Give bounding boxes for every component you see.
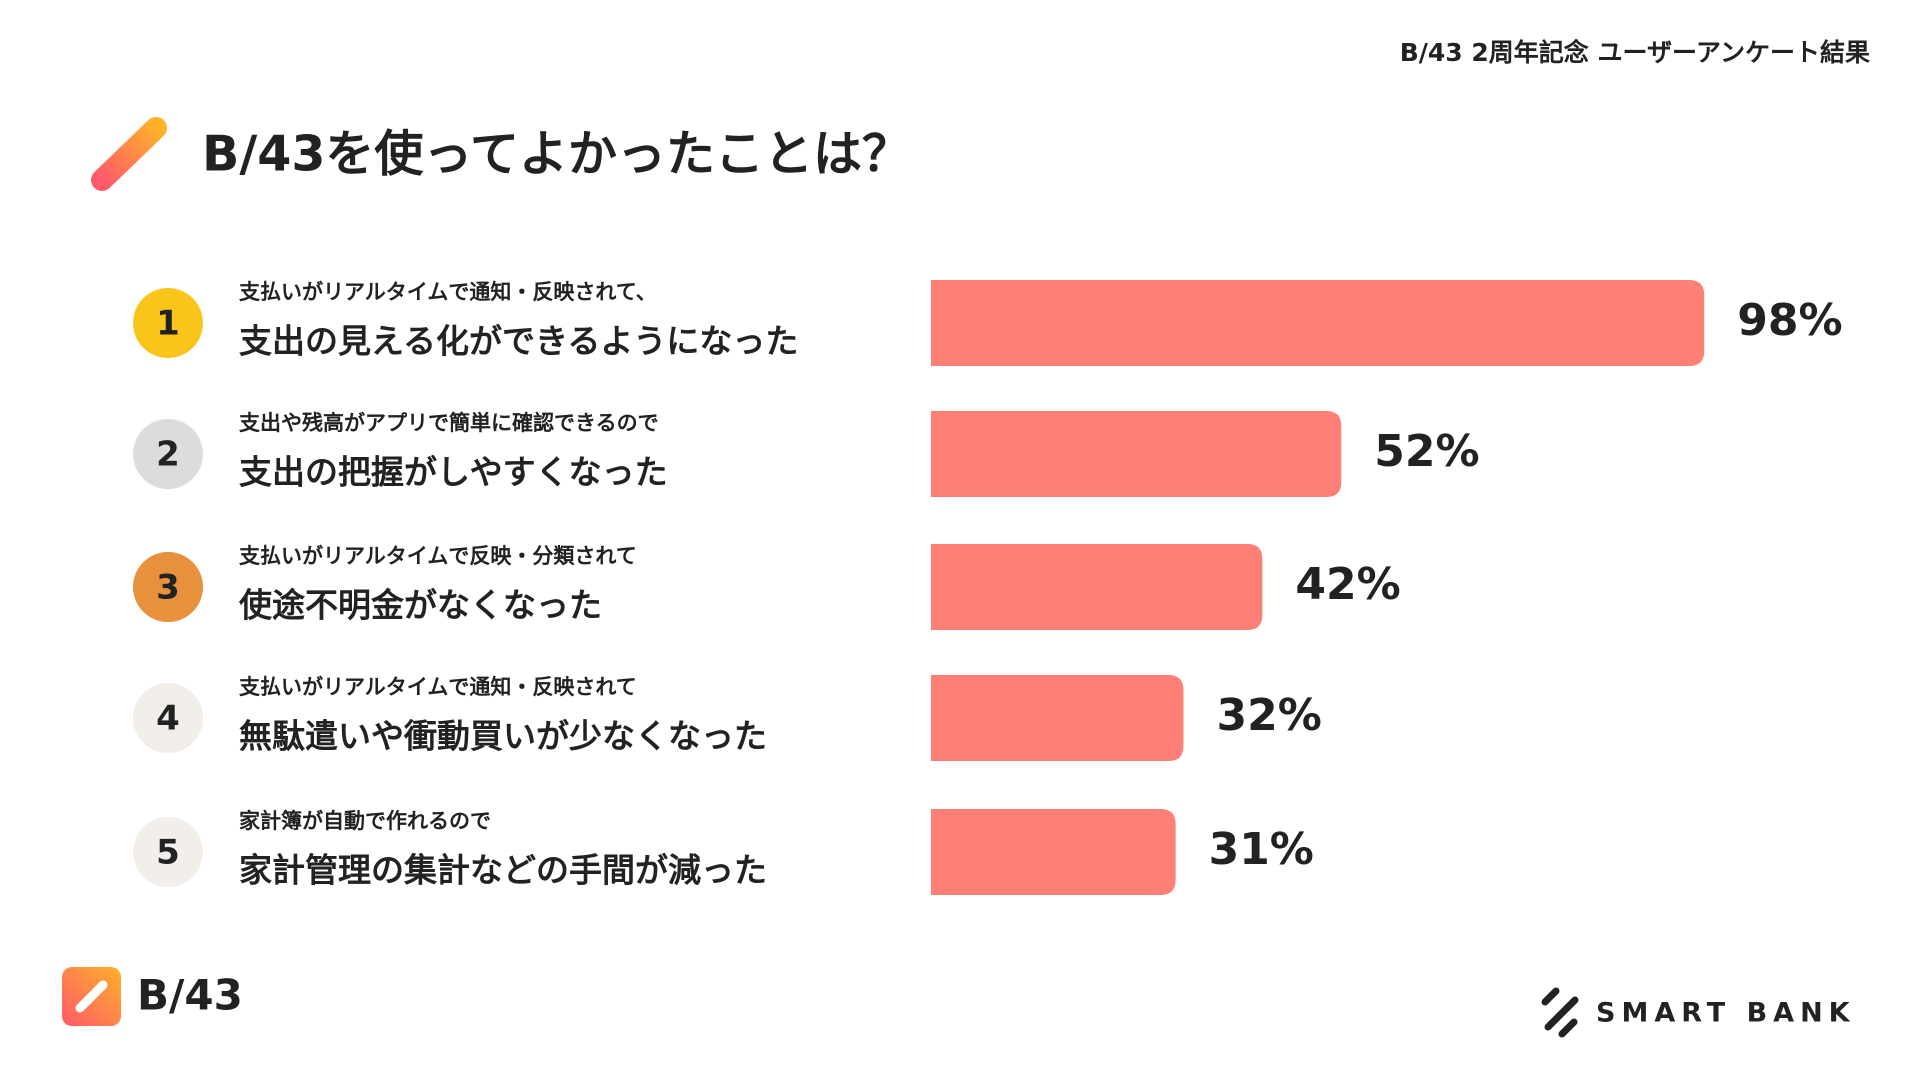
- chart-title: B/43を使ってよかったことは？: [202, 126, 911, 183]
- rank-badge: [133, 817, 203, 887]
- note: 支払いがリアルタイムで反映・分類されて: [239, 544, 637, 568]
- rank: 4: [156, 699, 180, 739]
- value-label: 52%: [1374, 426, 1479, 477]
- category-label: 家計管理の集計などの手間が減った: [239, 851, 767, 890]
- company-icon: [1541, 987, 1579, 1038]
- rank: 3: [156, 568, 180, 608]
- note: 支出や残高がアプリで簡単に確認できるので: [239, 411, 659, 435]
- rank: 1: [156, 304, 180, 344]
- logo-text: B/43: [137, 971, 243, 1020]
- note: 支払いがリアルタイムで通知・反映されて: [239, 675, 637, 699]
- note: 家計簿が自動で作れるので: [239, 809, 491, 833]
- chart: 1 支払いがリアルタイムで通知・反映されて、支出の見える化ができるようになった 98…: [133, 280, 1843, 895]
- bar: [931, 544, 1263, 630]
- rank-badge: [133, 683, 203, 753]
- value-label: 31%: [1209, 824, 1314, 875]
- value-label: 42%: [1295, 559, 1400, 610]
- bar: [931, 280, 1705, 366]
- logo-slash: [75, 980, 108, 1013]
- category-label: 無駄遣いや衝動買いが少なくなった: [239, 717, 767, 756]
- note: 支払いがリアルタイムで通知・反映されて、: [239, 280, 657, 304]
- company-name: SMART BANK: [1596, 998, 1856, 1029]
- bar: [931, 809, 1176, 895]
- category-label: 支出の把握がしやすくなった: [239, 453, 668, 492]
- rank-badge: [133, 288, 203, 358]
- value-label: 98%: [1737, 295, 1842, 346]
- value-label: 32%: [1216, 690, 1321, 741]
- rank-badge: [133, 552, 203, 622]
- category-label: 使途不明金がなくなった: [239, 586, 602, 625]
- rank: 2: [156, 435, 180, 475]
- rank: 5: [156, 833, 180, 873]
- bar: [931, 675, 1184, 761]
- header: B/43 2周年記念 ユーザーアンケート結果: [1400, 38, 1870, 67]
- rank-badge: [133, 419, 203, 489]
- category-label: 支出の見える化ができるようになった: [239, 322, 798, 361]
- title-icon: [91, 117, 167, 191]
- bar: [931, 411, 1342, 497]
